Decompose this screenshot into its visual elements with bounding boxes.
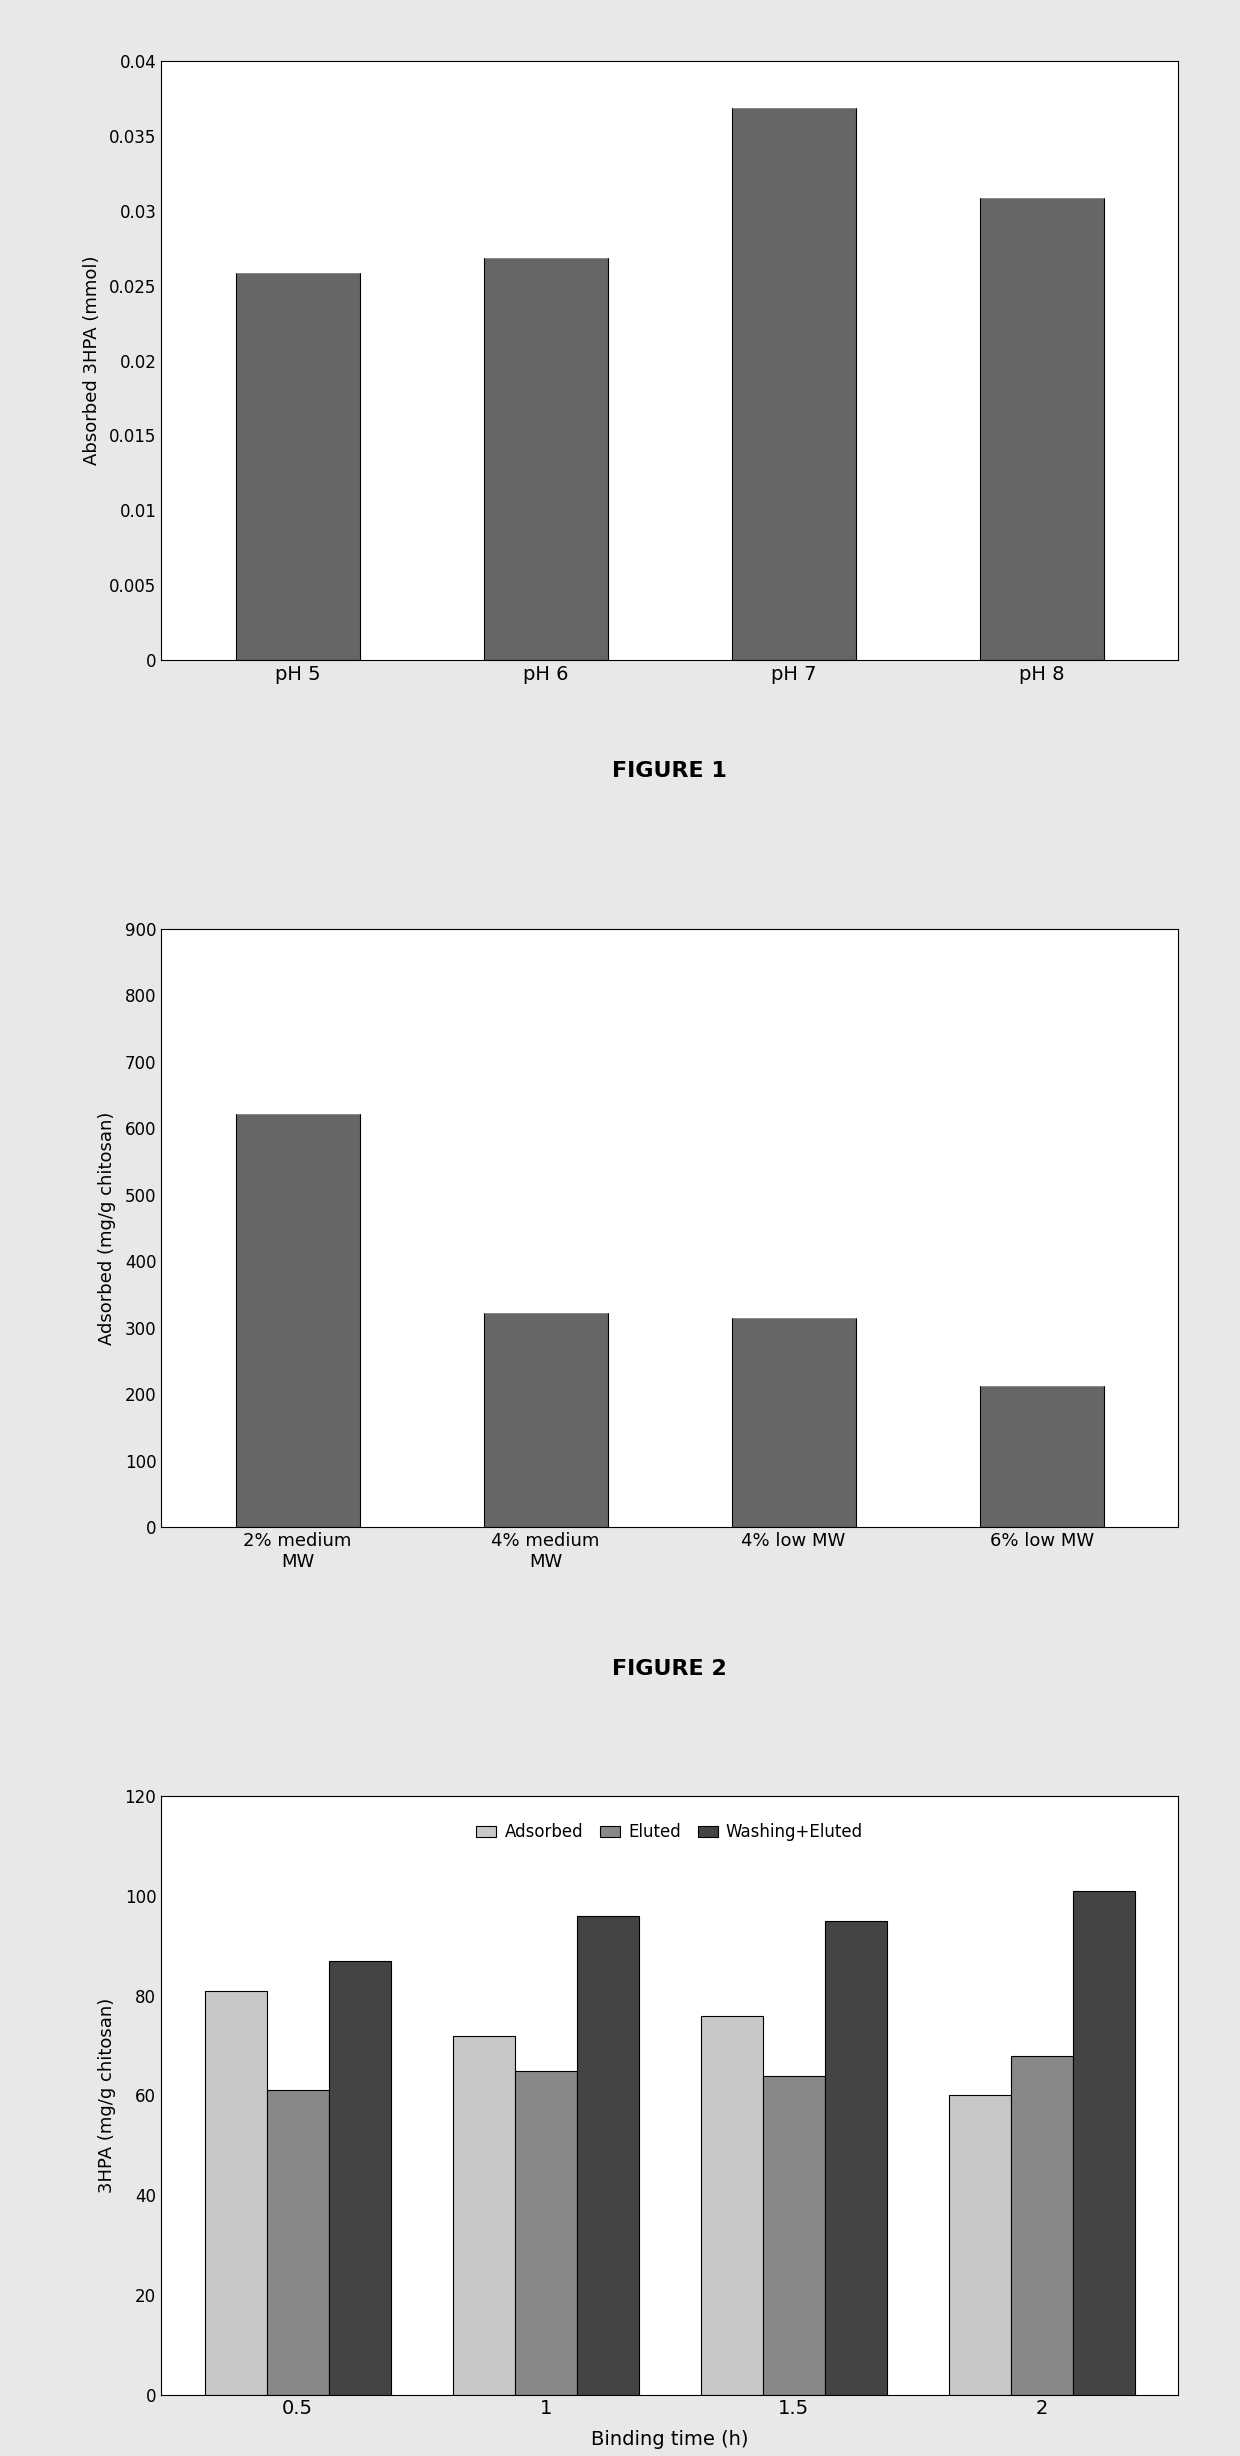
Bar [1011, 2056, 1073, 2395]
Bar [484, 1312, 608, 1528]
Bar [236, 270, 360, 661]
Bar [329, 1960, 391, 2395]
Y-axis label: Adsorbed (mg/g chitosan): Adsorbed (mg/g chitosan) [98, 1110, 117, 1346]
Bar [732, 1316, 856, 1528]
Bar [732, 106, 856, 661]
Bar [484, 255, 608, 661]
Y-axis label: 3HPA (mg/g chitosan): 3HPA (mg/g chitosan) [98, 1997, 117, 2193]
X-axis label: Binding time (h): Binding time (h) [590, 2429, 749, 2449]
Bar [825, 1921, 887, 2395]
Bar [515, 2070, 577, 2395]
Bar [980, 1385, 1104, 1528]
Bar [949, 2095, 1011, 2395]
Bar [1073, 1891, 1135, 2395]
Bar [577, 1916, 639, 2395]
Y-axis label: Absorbed 3HPA (mmol): Absorbed 3HPA (mmol) [83, 255, 100, 464]
Bar [980, 196, 1104, 661]
Legend: Adsorbed, Eluted, Washing+Eluted: Adsorbed, Eluted, Washing+Eluted [470, 1817, 869, 1847]
Bar [701, 2016, 763, 2395]
Bar [267, 2090, 329, 2395]
Text: FIGURE 1: FIGURE 1 [613, 761, 727, 781]
Bar [205, 1992, 267, 2395]
Bar [453, 2036, 515, 2395]
Bar [236, 1113, 360, 1528]
Text: FIGURE 2: FIGURE 2 [613, 1658, 727, 1680]
Bar [763, 2075, 825, 2395]
